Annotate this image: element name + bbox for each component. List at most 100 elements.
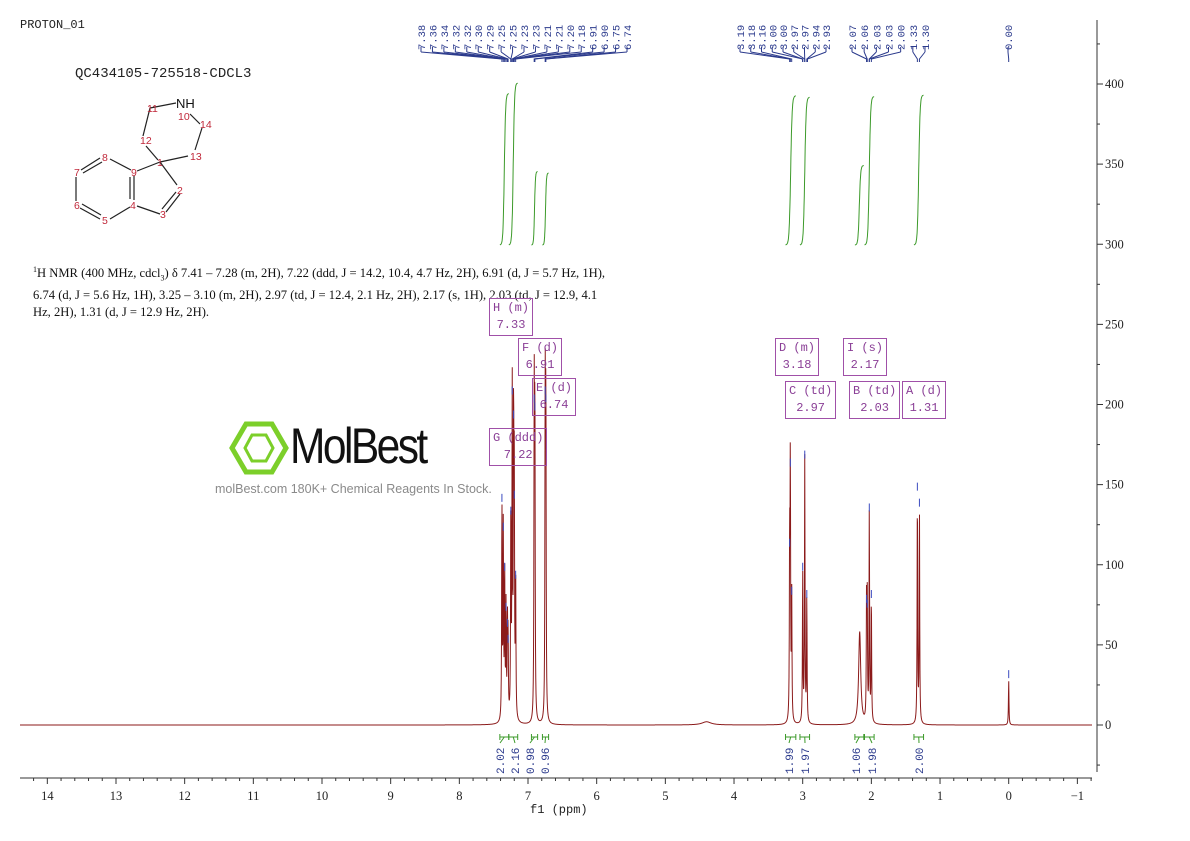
x-tick-label: 13 (110, 789, 123, 803)
x-tick-label: 12 (178, 789, 191, 803)
integral-bracket (499, 734, 510, 744)
y-tick-label: 0 (1105, 718, 1111, 732)
peak-label: 3.00 (768, 25, 780, 50)
multiplet-label: D (m) (779, 341, 816, 355)
nmr-description: 1H NMR (400 MHz, cdcl3) δ 7.41 – 7.28 (m… (33, 261, 613, 321)
watermark-brand: MolBest (290, 418, 428, 474)
peak-label-connector (912, 47, 918, 62)
integral-value: 2.02 (496, 748, 508, 774)
peak-label-connector (544, 47, 617, 62)
y-tick-label: 350 (1105, 157, 1124, 171)
peak-label: 2.94 (811, 25, 823, 50)
peak-label: 7.34 (440, 25, 452, 50)
integral-bracket (785, 734, 797, 744)
integral-value: 2.16 (511, 748, 523, 774)
peak-label: 7.29 (486, 25, 498, 50)
peak-label: 7.23 (531, 25, 543, 50)
multiplet-box: A (d) 1.31 (902, 381, 947, 419)
x-tick-label: 6 (594, 789, 600, 803)
peak-label: 7.30 (474, 25, 486, 50)
multiplet-shift: 2.97 (796, 401, 826, 415)
nucleus-superscript: 1 (33, 265, 37, 274)
atom-number: 5 (102, 215, 108, 227)
peak-label: 7.21 (543, 25, 555, 50)
integral-curve (542, 172, 549, 246)
peak-label: 2.03 (885, 25, 897, 50)
y-tick-label: 250 (1105, 317, 1124, 331)
description-body: ) δ 7.41 – 7.28 (m, 2H), 7.22 (ddd, J = … (33, 266, 606, 319)
multiplet-shift: 1.31 (909, 401, 939, 415)
multiplet-shift: 7.33 (496, 318, 526, 332)
x-tick-label: 14 (41, 789, 54, 803)
integral-value: 1.98 (868, 748, 880, 774)
peak-label: 7.25 (509, 25, 521, 50)
x-tick-label: 11 (247, 789, 259, 803)
peak-label: 6.91 (589, 25, 601, 50)
peak-label: 7.21 (554, 25, 566, 50)
integral-bracket (529, 734, 539, 744)
peak-label-connector (870, 47, 902, 62)
atom-number: 6 (74, 200, 80, 212)
multiplet-shift: 2.03 (860, 401, 890, 415)
multiplet-label: H (m) (493, 301, 530, 315)
molbest-logo-icon (229, 421, 289, 475)
integral-curve (799, 96, 810, 246)
peak-label: 3.16 (758, 25, 770, 50)
watermark-tagline: molBest.com 180K+ Chemical Reagents In S… (215, 482, 492, 496)
integral-bracket (863, 734, 875, 744)
atom-number: 9 (131, 167, 137, 179)
peak-label: 2.97 (801, 25, 813, 50)
multiplet-label: I (s) (847, 341, 884, 355)
peak-label: 2.07 (848, 25, 860, 50)
integral-curve (508, 82, 518, 246)
atom-number: 8 (102, 152, 108, 164)
peak-label: 3.19 (736, 25, 748, 50)
peak-label: 7.32 (463, 25, 475, 50)
x-tick-label: 1 (937, 789, 943, 803)
integral-bracket (799, 734, 811, 744)
multiplet-shift: 6.74 (539, 398, 569, 412)
integral-value: 2.00 (915, 748, 927, 774)
integral-curves: 2.02 2.16 0.98 0.96 1.99 1.97 1.06 1.98 2.00 (496, 82, 927, 774)
integral-value: 0.98 (526, 748, 538, 774)
integral-value: 1.06 (852, 748, 864, 774)
x-tick-label: 3 (800, 789, 806, 803)
atom-number: 2 (177, 185, 183, 197)
chemical-structure (75, 102, 203, 220)
peak-label: 3.00 (779, 25, 791, 50)
sample-id: QC434105-725518-CDCL3 (75, 66, 252, 82)
integral-value: 1.99 (785, 748, 797, 774)
atom-number: 11 (147, 103, 158, 115)
peak-label-connector (513, 47, 559, 62)
solvent-subscript: 3 (160, 273, 165, 283)
peak-label: 2.06 (860, 25, 872, 50)
peak-label: 6.90 (600, 25, 612, 50)
atom-number: 1 (157, 157, 163, 169)
integral-bracket (508, 734, 519, 744)
peak-label: 7.23 (520, 25, 532, 50)
multiplet-box: C (td) 2.97 (785, 381, 837, 419)
multiplet-box: B (td) 2.03 (849, 381, 901, 419)
peak-label: 7.20 (566, 25, 578, 50)
axes: 14 13 12 11 10 9 8 7 6 5 4 3 2 1 0 −1400350300250200150… (20, 20, 1124, 803)
multiplet-label: E (d) (536, 381, 573, 395)
peak-label: 1.33 (909, 25, 921, 50)
peak-label: 2.00 (897, 25, 909, 50)
integral-value: 1.97 (801, 748, 813, 774)
multiplet-box: I (s) 2.17 (843, 338, 888, 376)
experiment-name: PROTON_01 (20, 18, 85, 32)
peak-label: 3.18 (747, 25, 759, 50)
atom-number: 12 (140, 135, 152, 147)
multiplet-label: F (d) (522, 341, 559, 355)
multiplet-label: A (d) (906, 384, 943, 398)
integral-curve (854, 165, 864, 246)
peak-label: 1.30 (921, 25, 933, 50)
peak-label-connector (545, 47, 628, 62)
peak-label: 6.74 (623, 25, 635, 50)
peak-label-connector (515, 47, 582, 62)
integral-value: 0.96 (541, 748, 553, 774)
peak-label-connector (806, 47, 816, 62)
x-tick-label: 4 (731, 789, 738, 803)
multiplet-box: H (m) 7.33 (489, 298, 534, 336)
